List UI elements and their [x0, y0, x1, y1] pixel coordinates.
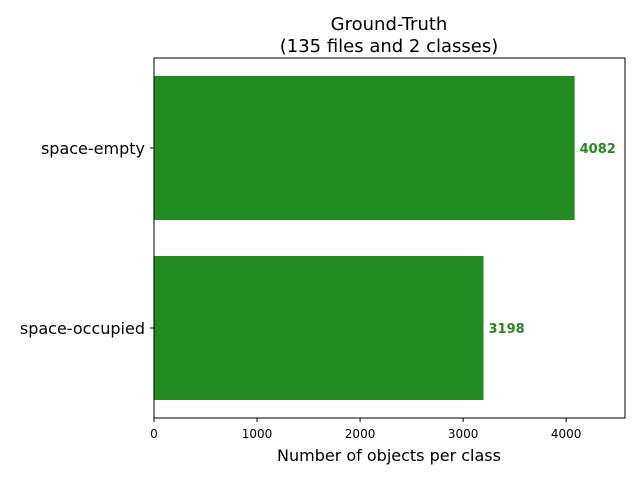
y-axis-labels: space-empty space-occupied	[20, 139, 154, 338]
category-label-space-empty: space-empty	[41, 139, 145, 158]
x-tick-label: 1000	[242, 427, 273, 441]
bar-space-occupied	[154, 256, 484, 400]
x-axis-ticks: 0 1000 2000 3000 4000	[150, 418, 581, 441]
plot-area-frame	[153, 57, 626, 419]
x-axis-label: Number of objects per class	[277, 446, 501, 465]
chart-title: Ground-Truth	[331, 14, 448, 35]
chart-subtitle: (135 files and 2 classes)	[280, 36, 499, 57]
x-tick-label: 2000	[345, 427, 376, 441]
bar-space-empty	[154, 76, 575, 220]
category-label-space-occupied: space-occupied	[20, 319, 145, 338]
value-labels-layer: 4082 3198	[489, 142, 616, 337]
value-label-space-empty: 4082	[580, 142, 616, 157]
value-label-space-occupied: 3198	[489, 322, 525, 337]
x-tick-label: 4000	[551, 427, 582, 441]
bars-layer	[154, 76, 575, 400]
x-tick-label: 3000	[448, 427, 479, 441]
x-tick-label: 0	[150, 427, 158, 441]
